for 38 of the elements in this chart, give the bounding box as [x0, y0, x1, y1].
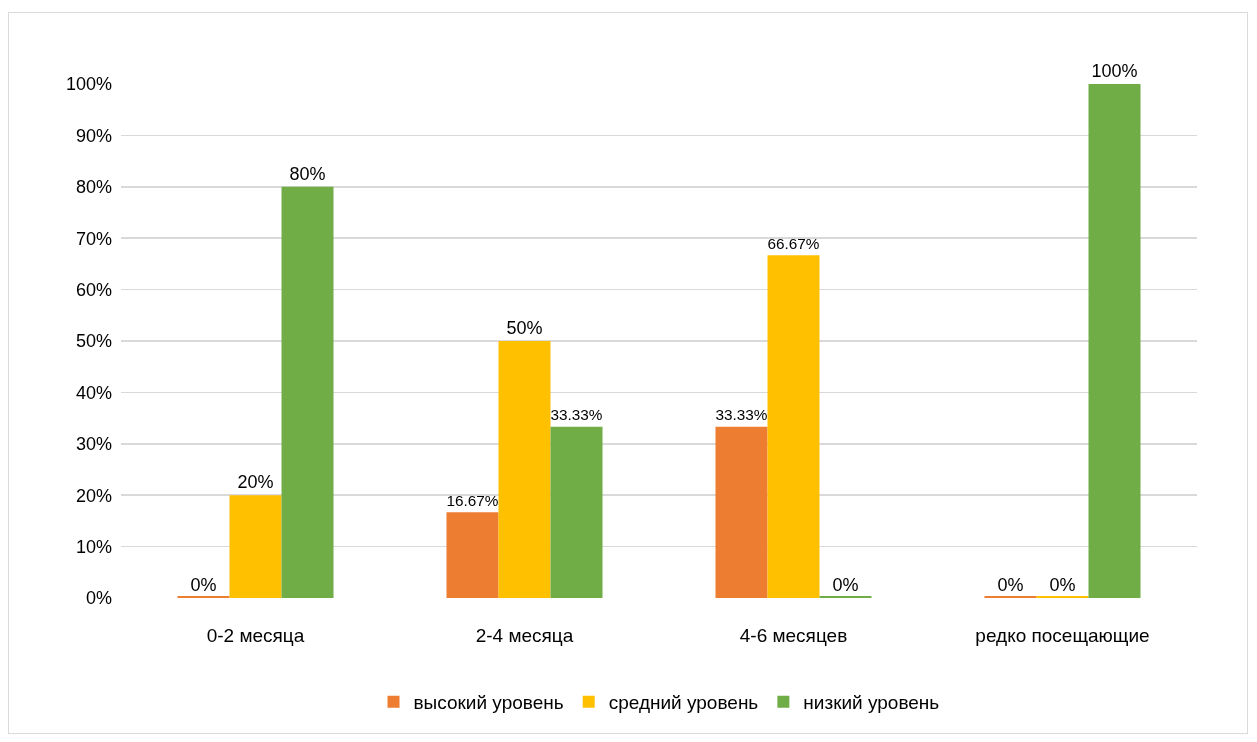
data-label: 50% — [506, 318, 543, 338]
y-tick-label: 40% — [75, 382, 112, 403]
bar — [767, 255, 820, 598]
y-tick-label: 0% — [85, 588, 112, 609]
x-tick-label: 2-4 месяца — [475, 625, 574, 646]
data-label: 0% — [1049, 575, 1076, 595]
x-tick-label: 0-2 месяца — [206, 625, 305, 646]
data-label: 0% — [997, 575, 1024, 595]
data-label: 0% — [190, 575, 217, 595]
data-label: 100% — [1091, 61, 1138, 81]
y-tick-label: 10% — [75, 536, 112, 557]
bar — [550, 426, 603, 598]
bar — [281, 186, 334, 598]
bar — [446, 512, 499, 598]
y-tick-label: 50% — [75, 331, 112, 352]
bar — [229, 495, 282, 598]
legend-label: низкий уровень — [803, 692, 940, 714]
y-tick-label: 90% — [75, 125, 112, 146]
bar — [1088, 84, 1141, 598]
data-label: 80% — [289, 163, 326, 184]
y-tick-label: 100% — [65, 74, 112, 95]
legend-label: средний уровень — [608, 692, 759, 714]
bar — [715, 426, 768, 598]
y-tick-label: 30% — [75, 434, 112, 455]
data-label: 66.67% — [767, 234, 820, 252]
y-tick-label: 20% — [75, 485, 112, 506]
data-label: 16.67% — [446, 491, 499, 509]
y-tick-label: 70% — [75, 228, 112, 249]
data-label: 33.33% — [550, 406, 603, 424]
y-tick-label: 60% — [75, 279, 112, 300]
data-label: 20% — [237, 472, 274, 493]
y-tick-label: 80% — [75, 177, 112, 198]
bar — [498, 341, 551, 598]
data-label: 0% — [832, 575, 859, 595]
legend-label: высокий уровень — [413, 692, 564, 714]
data-label: 33.33% — [715, 406, 768, 424]
x-tick-label: редко посещающие — [975, 625, 1150, 646]
x-tick-label: 4-6 месяцев — [739, 625, 848, 646]
